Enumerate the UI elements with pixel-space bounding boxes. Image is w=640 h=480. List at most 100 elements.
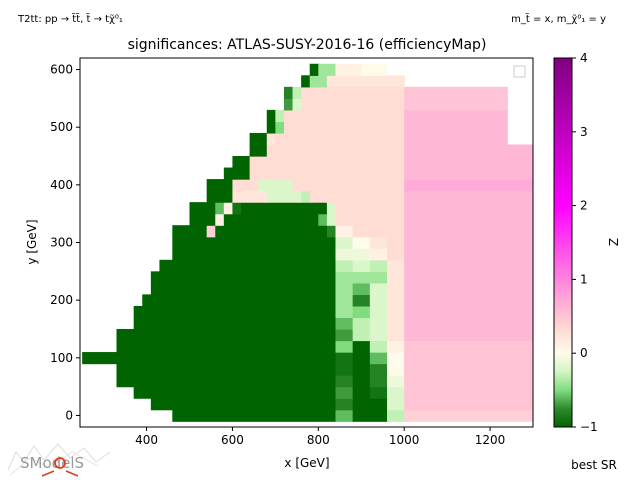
heatmap-cell bbox=[335, 363, 354, 376]
heatmap-cell bbox=[249, 167, 405, 180]
y-tick-label: 200 bbox=[50, 293, 73, 307]
x-tick-label: 800 bbox=[307, 433, 330, 447]
heatmap-cell bbox=[369, 305, 388, 319]
heatmap-cell bbox=[387, 363, 405, 376]
heatmap-cell bbox=[387, 386, 405, 399]
heatmap-cell bbox=[335, 282, 354, 295]
heatmap-cell bbox=[275, 132, 405, 146]
heatmap-cell bbox=[335, 259, 354, 272]
heatmap-cell bbox=[206, 190, 234, 203]
heatmap-cell bbox=[283, 109, 405, 123]
heatmap-cell bbox=[206, 179, 234, 192]
heatmap-cell bbox=[404, 190, 533, 203]
heatmap-cell bbox=[387, 375, 405, 388]
heatmap-cell bbox=[404, 305, 533, 319]
heatmap-cell bbox=[232, 190, 268, 203]
heatmap-cell bbox=[309, 63, 319, 76]
heatmap-cell bbox=[352, 317, 371, 330]
colorbar-ticks: −1 0 1 2 3 4 bbox=[572, 51, 598, 434]
heatmap-cell bbox=[266, 144, 405, 157]
heatmap-cells bbox=[82, 63, 533, 422]
colorbar bbox=[553, 57, 573, 428]
heatmap-cell bbox=[172, 248, 337, 261]
heatmap-cell bbox=[249, 156, 405, 169]
heatmap-cell bbox=[150, 398, 337, 411]
heatmap-cell bbox=[369, 363, 388, 376]
heatmap-cell bbox=[335, 409, 354, 422]
heatmap-cell bbox=[335, 202, 405, 215]
heatmap-cell bbox=[223, 213, 319, 226]
heatmap-cell bbox=[318, 63, 337, 76]
heatmap-cell bbox=[116, 340, 337, 353]
heatmap-cell bbox=[275, 109, 285, 123]
heatmap-cell bbox=[361, 75, 405, 88]
heatmap-cell bbox=[387, 317, 405, 330]
heatmap-cell bbox=[335, 271, 354, 284]
x-tick-label: 400 bbox=[135, 433, 158, 447]
top-left-note: T2tt: pp → t̃t̃, t̃ → tχ̃⁰₁ bbox=[17, 12, 123, 25]
heatmap-cell bbox=[283, 121, 405, 134]
heatmap-cell bbox=[215, 202, 225, 215]
heatmap-cell bbox=[404, 386, 533, 399]
heatmap-cell bbox=[301, 86, 405, 99]
heatmap-cell bbox=[361, 63, 388, 76]
heatmap-cell bbox=[352, 409, 388, 422]
heatmap-cell bbox=[133, 305, 337, 319]
heatmap-cell bbox=[352, 352, 371, 365]
heatmap-cell bbox=[335, 236, 354, 249]
heatmap-cell bbox=[215, 225, 328, 238]
heatmap-cell bbox=[116, 363, 337, 376]
x-axis: 400 600 800 1000 1200 bbox=[135, 427, 505, 447]
heatmap-cell bbox=[266, 190, 302, 203]
heatmap-cell bbox=[404, 317, 533, 330]
y-tick-label: 0 bbox=[65, 408, 73, 422]
heatmap-cell bbox=[352, 328, 371, 342]
heatmap-cell bbox=[387, 294, 405, 307]
heatmap-cell bbox=[318, 213, 328, 226]
heatmap-cell bbox=[387, 271, 405, 284]
heatmap-cell bbox=[404, 271, 533, 284]
heatmap-cell bbox=[266, 132, 276, 146]
heatmap-cell bbox=[301, 98, 405, 111]
heatmap-cell bbox=[232, 179, 259, 192]
heatmap-cell bbox=[352, 294, 371, 307]
heatmap-cell bbox=[275, 121, 285, 134]
y-axis-label: y [GeV] bbox=[25, 219, 39, 264]
y-axis: 0 100 200 300 400 500 600 bbox=[50, 63, 80, 422]
heatmap-cell bbox=[352, 259, 371, 272]
heatmap-cell bbox=[404, 144, 533, 157]
heatmap-cell bbox=[404, 409, 533, 422]
heatmap-cell bbox=[215, 213, 225, 226]
chart-title: significances: ATLAS-SUSY-2016-16 (effic… bbox=[128, 37, 487, 53]
heatmap-cell bbox=[223, 167, 251, 180]
heatmap-cell bbox=[404, 225, 533, 238]
heatmap-cell bbox=[335, 225, 354, 238]
heatmap-cell bbox=[352, 282, 371, 295]
heatmap-cell bbox=[387, 340, 405, 353]
heatmap-cell bbox=[172, 236, 337, 249]
heatmap-cell bbox=[249, 144, 268, 157]
x-tick-label: 600 bbox=[221, 433, 244, 447]
colorbar-tick-label: 0 bbox=[580, 346, 588, 360]
heatmap-cell bbox=[301, 190, 311, 203]
heatmap-cell bbox=[404, 236, 533, 249]
y-tick-label: 500 bbox=[50, 120, 73, 134]
heatmap-cell bbox=[404, 179, 533, 192]
heatmap-cell bbox=[369, 282, 388, 295]
heatmap-cell bbox=[404, 328, 533, 342]
colorbar-tick-label: −1 bbox=[580, 420, 598, 434]
heatmap-cell bbox=[232, 202, 242, 215]
heatmap-cell bbox=[266, 109, 276, 123]
heatmap-cell bbox=[404, 398, 533, 411]
heatmap-cell bbox=[387, 409, 405, 422]
heatmap-cell bbox=[335, 352, 354, 365]
heatmap-cell bbox=[404, 202, 533, 215]
heatmap-cell bbox=[335, 63, 362, 76]
heatmap-cell bbox=[352, 236, 371, 249]
heatmap-cell bbox=[292, 98, 302, 111]
heatmap-cell bbox=[352, 340, 371, 353]
heatmap-cell bbox=[326, 202, 337, 215]
heatmap-cell bbox=[404, 156, 533, 169]
heatmap-cell bbox=[206, 225, 216, 238]
x-tick-label: 1200 bbox=[475, 433, 506, 447]
